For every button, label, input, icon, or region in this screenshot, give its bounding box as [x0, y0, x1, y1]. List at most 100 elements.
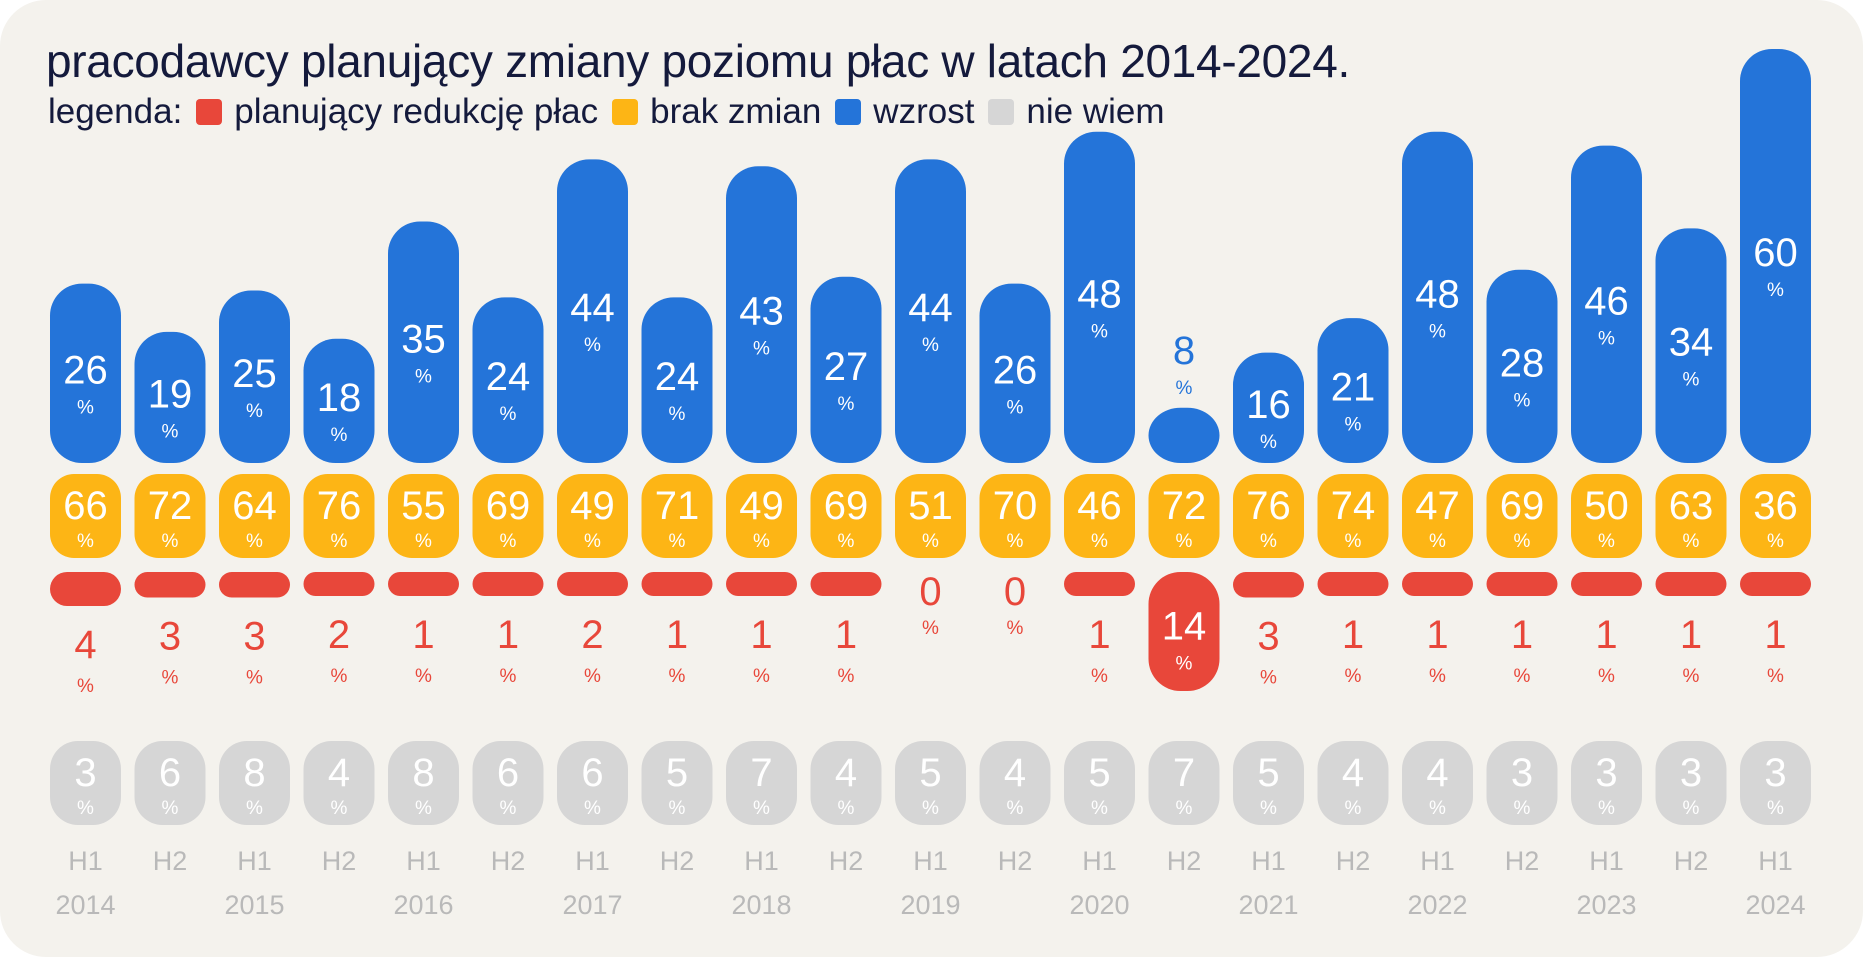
tick-label-period: H1: [1251, 846, 1286, 876]
unit-no-change: %: [1429, 531, 1446, 552]
label-dont-know: 6: [497, 751, 519, 795]
label-no-change: 74: [1331, 484, 1376, 528]
unit-dont-know: %: [1007, 798, 1024, 819]
unit-increase: %: [1429, 321, 1446, 342]
bar-reduction: [1486, 572, 1558, 596]
bar-dont-know: [557, 741, 628, 825]
legend-prefix: legenda:: [48, 92, 183, 131]
tick-label-period: H1: [1589, 846, 1624, 876]
label-increase: 24: [486, 355, 531, 399]
unit-reduction: %: [415, 666, 432, 687]
unit-dont-know: %: [922, 798, 939, 819]
bar-increase: [726, 166, 797, 464]
unit-increase: %: [669, 404, 686, 425]
label-increase: 18: [317, 376, 362, 420]
label-reduction: 2: [328, 613, 350, 657]
unit-increase: %: [1007, 397, 1024, 418]
tick-label-year: 2022: [1407, 890, 1467, 920]
bar-reduction: [388, 572, 459, 596]
unit-increase: %: [1176, 378, 1193, 399]
label-increase: 44: [908, 286, 953, 330]
bar-dont-know: [1655, 741, 1727, 825]
unit-no-change: %: [331, 531, 348, 552]
label-increase: 25: [232, 352, 277, 396]
bar-no-change: [1233, 474, 1304, 558]
bar-increase: [895, 159, 966, 463]
label-no-change: 46: [1077, 484, 1122, 528]
bar-increase: [1317, 318, 1389, 463]
label-dont-know: 4: [1004, 751, 1026, 795]
label-increase: 60: [1753, 231, 1798, 275]
bar-increase: [810, 276, 882, 463]
bar-reduction: [641, 572, 713, 596]
tick-label-period: H2: [998, 846, 1033, 876]
label-reduction: 0: [919, 570, 941, 614]
label-no-change: 63: [1669, 484, 1714, 528]
tick-label-period: H2: [491, 846, 526, 876]
tick-label-year: 2015: [224, 890, 284, 920]
label-dont-know: 6: [581, 751, 603, 795]
unit-dont-know: %: [584, 798, 601, 819]
unit-dont-know: %: [1767, 798, 1784, 819]
bar-dont-know: [134, 741, 206, 825]
unit-reduction: %: [838, 666, 855, 687]
legend-label-no-change: brak zmian: [650, 92, 822, 131]
unit-increase: %: [246, 401, 263, 422]
unit-reduction: %: [1683, 666, 1700, 687]
tick-label-period: H2: [153, 846, 188, 876]
label-increase: 43: [739, 290, 784, 334]
label-increase: 19: [148, 372, 193, 416]
label-dont-know: 4: [328, 751, 350, 795]
label-no-change: 55: [401, 484, 446, 528]
label-reduction: 4: [74, 623, 96, 667]
unit-increase: %: [922, 335, 939, 356]
bar-increase: [557, 159, 628, 463]
unit-reduction: %: [1176, 654, 1193, 675]
unit-dont-know: %: [415, 798, 432, 819]
label-no-change: 69: [1500, 484, 1545, 528]
unit-no-change: %: [669, 531, 686, 552]
bar-increase: [1402, 131, 1473, 464]
bar-reduction: [1740, 572, 1811, 596]
tick-label-period: H2: [829, 846, 864, 876]
bar-dont-know: [895, 741, 966, 825]
unit-increase: %: [331, 425, 348, 446]
tick-label-year: 2014: [55, 890, 115, 920]
tick-label-year: 2024: [1745, 890, 1805, 920]
unit-increase: %: [1091, 321, 1108, 342]
bar-increase: [1233, 352, 1304, 463]
unit-no-change: %: [500, 531, 517, 552]
bar-dont-know: [1064, 741, 1135, 825]
label-increase: 26: [63, 348, 108, 392]
bar-reduction: [557, 572, 628, 596]
label-reduction: 1: [1764, 613, 1786, 657]
tick-label-period: H1: [237, 846, 272, 876]
label-no-change: 69: [486, 484, 531, 528]
unit-no-change: %: [1598, 531, 1615, 552]
label-reduction: 1: [1595, 613, 1617, 657]
chart-title: pracodawcy planujący zmiany poziomu płac…: [46, 35, 1350, 87]
tick-label-period: H2: [1167, 846, 1202, 876]
label-dont-know: 8: [243, 751, 265, 795]
legend-swatch-dont-know: [988, 99, 1015, 125]
bar-reduction: [1402, 572, 1473, 596]
label-dont-know: 7: [750, 751, 772, 795]
label-reduction: 1: [1511, 613, 1533, 657]
label-no-change: 51: [908, 484, 953, 528]
label-increase: 46: [1584, 279, 1629, 323]
unit-reduction: %: [1767, 666, 1784, 687]
bar-dont-know: [472, 741, 544, 825]
label-dont-know: 6: [159, 751, 181, 795]
tick-label-year: 2018: [731, 890, 791, 920]
bar-reduction: [1571, 572, 1642, 596]
tick-label-year: 2016: [393, 890, 453, 920]
label-no-change: 47: [1415, 484, 1460, 528]
label-increase: 35: [401, 317, 446, 361]
legend-swatch-increase: [835, 99, 862, 125]
unit-increase: %: [77, 397, 94, 418]
tick-label-period: H2: [660, 846, 695, 876]
bar-dont-know: [1486, 741, 1558, 825]
bar-increase: [1148, 407, 1220, 463]
unit-increase: %: [1514, 390, 1531, 411]
